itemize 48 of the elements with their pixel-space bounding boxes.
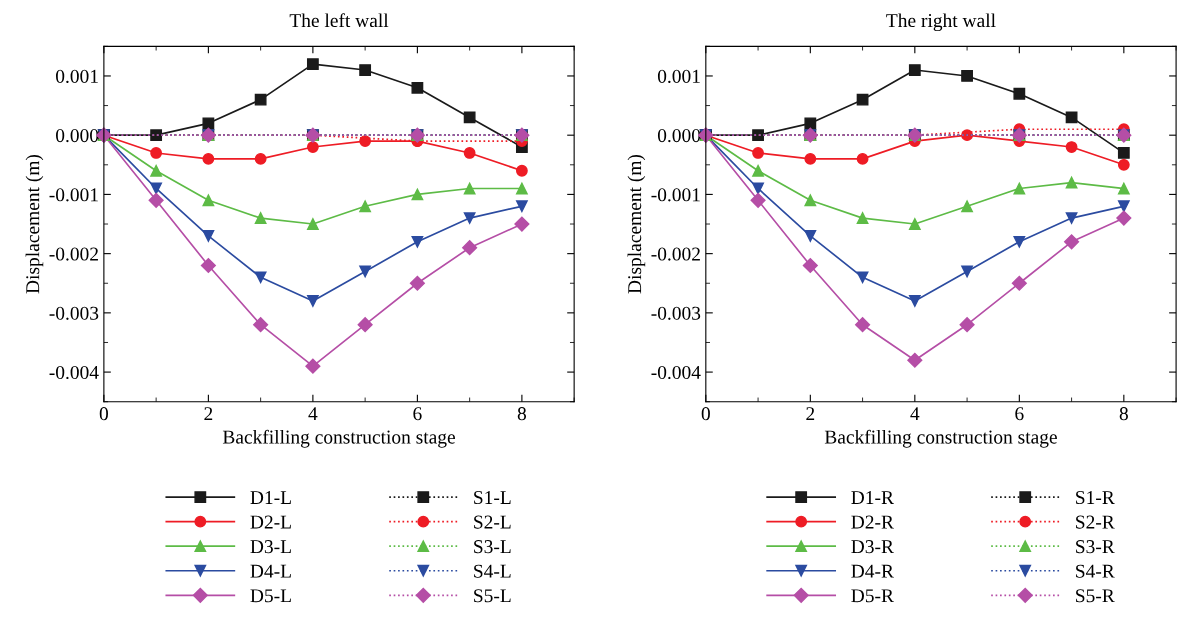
y-tick-label: 0.000 (56, 129, 99, 143)
legend-label: D2-R (851, 515, 894, 529)
legend-label: D4-L (250, 564, 291, 578)
y-tick-label: -0.004 (651, 365, 701, 380)
x-tick-label: 8 (517, 407, 527, 421)
x-tick-label: 4 (308, 407, 318, 421)
chart-title: The right wall (886, 13, 996, 32)
x-tick-label: 2 (806, 407, 815, 421)
x-tick-label: 0 (701, 407, 710, 421)
legend-label: D3-L (250, 540, 291, 554)
y-tick-label: -0.003 (651, 306, 701, 320)
y-tick-label: -0.004 (49, 365, 99, 380)
legend-label: S4-L (474, 564, 511, 578)
y-tick-label: 0.000 (657, 129, 701, 143)
legend-label: D4-R (851, 564, 894, 578)
legend-label: S2-R (1076, 515, 1115, 529)
y-axis-title: Displacement (m) (627, 154, 646, 294)
legend-label: S3-L (474, 540, 511, 554)
legend-label: S1-L (474, 491, 511, 505)
legend-label: D2-L (250, 515, 291, 529)
x-axis-title: Backfilling construction stage (222, 429, 455, 448)
y-tick-label: -0.001 (49, 188, 98, 202)
y-tick-label: -0.001 (651, 188, 700, 202)
x-tick-label: 0 (99, 407, 108, 421)
y-tick-label: 0.001 (56, 69, 98, 83)
y-axis-title: Displacement (m) (25, 154, 44, 294)
y-tick-label: -0.002 (49, 247, 98, 261)
legend-label: D1-L (250, 491, 291, 504)
legend-label: D1-R (851, 491, 894, 504)
y-tick-label: -0.002 (651, 247, 700, 261)
x-tick-label: 4 (910, 407, 920, 421)
y-tick-label: 0.001 (657, 69, 700, 83)
legend-label: S4-R (1076, 564, 1115, 578)
legend-label: S1-R (1076, 491, 1115, 505)
legend-label: S2-L (474, 515, 511, 529)
x-tick-label: 6 (413, 407, 422, 421)
legend-label: D5-L (250, 589, 291, 603)
y-tick-label: -0.003 (49, 306, 99, 320)
x-tick-label: 8 (1119, 407, 1128, 421)
x-tick-label: 6 (1015, 407, 1024, 421)
chart-title: The left wall (289, 13, 389, 28)
legend-label: S3-R (1076, 540, 1115, 554)
x-tick-label: 2 (204, 407, 213, 421)
x-axis-title: Backfilling construction stage (824, 429, 1057, 448)
legend-label: D3-R (851, 540, 894, 554)
legend-label: D5-R (851, 589, 894, 603)
legend-label: S5-L (474, 589, 511, 603)
legend-label: S5-R (1076, 589, 1115, 603)
